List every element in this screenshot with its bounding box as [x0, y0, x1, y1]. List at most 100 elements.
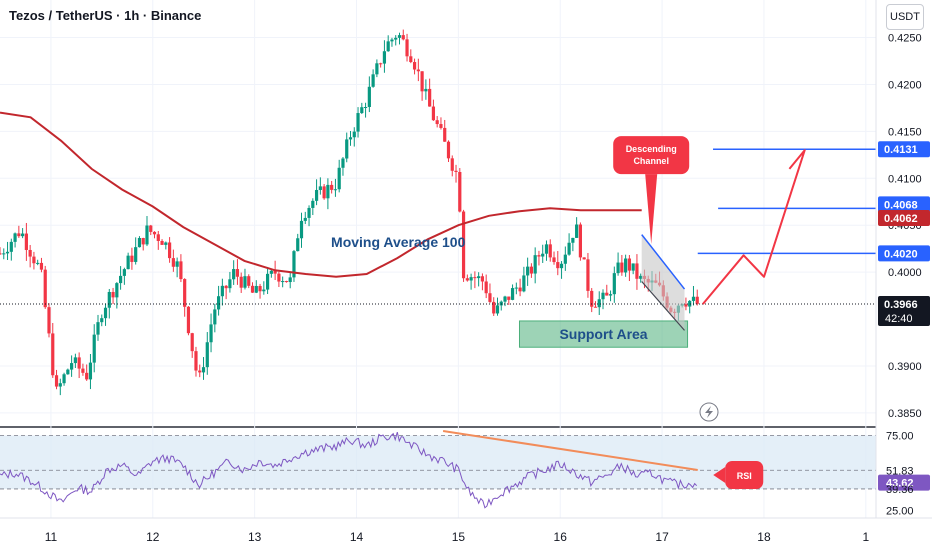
candle-body [307, 207, 311, 218]
candle-body [43, 269, 47, 308]
projection-arrow [702, 149, 806, 305]
candle-body [330, 184, 334, 190]
candle-body [47, 307, 51, 334]
rsi-callout-pointer [713, 467, 726, 483]
currency-button[interactable]: USDT [886, 4, 924, 30]
time-tick-label: 17 [655, 530, 669, 544]
time-axis: 11 12 13 14 15 16 17 18 1 [45, 530, 870, 544]
candle-body [220, 285, 224, 297]
candles [0, 29, 699, 396]
price-tick-label: 0.4000 [888, 267, 922, 279]
candle-body [262, 289, 266, 292]
candle-body [303, 217, 307, 221]
candle-body [284, 281, 289, 283]
candle-body [88, 362, 93, 380]
candle-body [73, 357, 77, 364]
candle-body [586, 259, 590, 291]
candle-body [345, 139, 349, 159]
candle-body [616, 262, 620, 274]
candle-body [111, 291, 115, 298]
channel-label-line-2: Channel [633, 156, 669, 166]
candle-body [122, 269, 126, 276]
candle-body [232, 269, 236, 280]
price-tick-label: 0.3900 [888, 361, 922, 373]
candle-body [529, 266, 534, 274]
rsi-callout-box [725, 461, 764, 489]
symbol-title: Tezos / TetherUS · 1h · Binance [9, 8, 202, 23]
candle-body [288, 277, 292, 283]
candle-body [356, 113, 360, 132]
candle-body [439, 124, 443, 128]
candle-body [405, 39, 409, 57]
candle-body [601, 292, 605, 300]
candle-body [695, 296, 699, 304]
candle-body [13, 233, 17, 242]
channel-callout-pointer [645, 174, 658, 244]
candle-body [631, 263, 635, 271]
candle-body [160, 240, 164, 245]
candle-body [518, 287, 522, 292]
candle-body [382, 51, 387, 64]
candle-body [85, 372, 89, 380]
candle-body [258, 285, 262, 292]
candle-body [639, 275, 643, 279]
candle-body [548, 244, 552, 258]
candle-body [556, 262, 560, 269]
time-tick-label: 1 [862, 530, 869, 544]
candle-body [420, 71, 424, 92]
channel-callout-box [613, 136, 690, 175]
candle-body [473, 277, 477, 279]
candle-body [228, 279, 232, 289]
candle-body [582, 257, 586, 260]
time-tick-label: 16 [554, 530, 568, 544]
bar-countdown: 42:40 [885, 313, 913, 325]
candle-body [492, 301, 496, 314]
candle-body [635, 263, 639, 279]
descending-channel-fill [641, 234, 685, 331]
candle-body [537, 255, 541, 257]
candle-body [522, 275, 526, 292]
candle-body [243, 276, 247, 288]
candle-body [0, 253, 2, 255]
price-tick-label: 0.4250 [888, 33, 922, 45]
candle-body [28, 249, 32, 257]
time-tick-label: 14 [350, 530, 364, 544]
candle-body [137, 238, 142, 248]
price-tick-label: 0.3850 [888, 408, 922, 420]
candle-body [314, 189, 319, 201]
candle-body [390, 39, 394, 42]
candle-body [103, 307, 108, 319]
candle-body [578, 224, 583, 258]
price-label-badge [878, 245, 930, 262]
price-label-text: 0.4068 [884, 199, 918, 211]
moving-average-label: Moving Average 100 [331, 234, 466, 250]
candle-body [401, 35, 405, 40]
candle-body [179, 261, 183, 280]
candle-body [507, 296, 511, 300]
time-tick-label: 15 [452, 530, 466, 544]
candle-body [115, 283, 119, 298]
candle-body [608, 294, 613, 296]
candle-body [92, 334, 96, 363]
candle-body [379, 63, 383, 65]
candle-body [171, 258, 175, 267]
candle-body [465, 278, 469, 281]
candle-body [360, 107, 364, 114]
candle-body [269, 270, 273, 274]
candle-body [32, 256, 36, 264]
candle-body [691, 296, 696, 301]
candle-body [620, 262, 624, 273]
rsi-line [0, 431, 698, 509]
candle-body [371, 74, 375, 87]
x-gridlines [50, 0, 867, 518]
price-tick-label: 0.4100 [888, 173, 922, 185]
candle-body [130, 255, 134, 262]
candle-body [477, 276, 481, 279]
candle-body [605, 292, 609, 296]
rsi-tick-label: 39.36 [886, 484, 914, 496]
candle-body [183, 279, 187, 307]
candle-body [348, 137, 353, 140]
rsi-divergence-line [442, 430, 698, 471]
rsi-tick-label: 75.00 [886, 431, 914, 443]
candle-body [119, 275, 123, 284]
